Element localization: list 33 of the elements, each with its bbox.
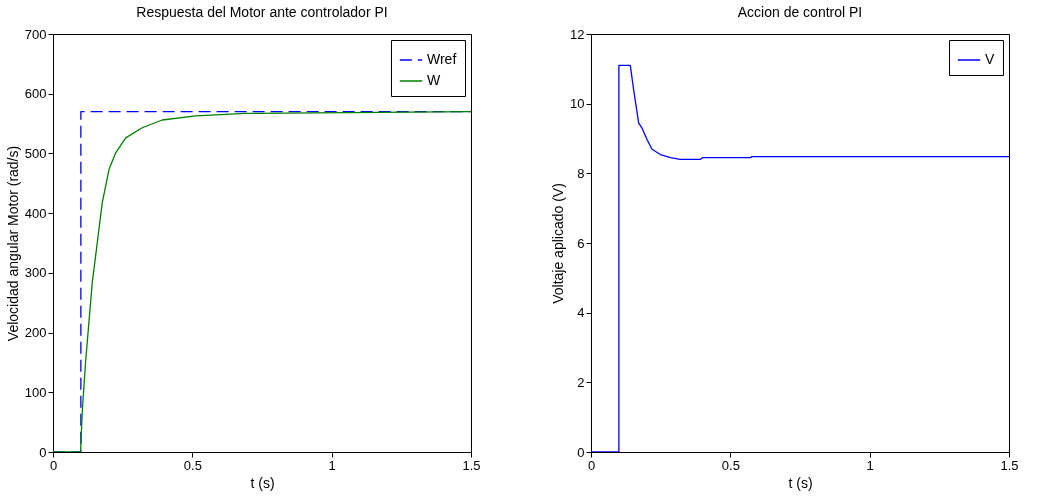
y-tick-label: 4 <box>577 305 585 321</box>
x-tick-label: 0 <box>49 457 58 473</box>
y-axis-title: Voltaje aplicado (V) <box>550 183 567 304</box>
y-tick-label: 500 <box>24 145 47 161</box>
chart-title: Accion de control PI <box>737 4 863 20</box>
y-tick-label: 600 <box>24 86 47 102</box>
chart-title: Respuesta del Motor ante controlador PI <box>136 4 388 20</box>
x-tick-label: 0 <box>587 457 596 473</box>
legend-label: W <box>427 72 441 88</box>
y-tick-label: 100 <box>24 384 47 400</box>
legend-label: V <box>985 51 995 67</box>
y-tick-label: 0 <box>577 444 585 460</box>
x-tick-label: 1 <box>328 457 336 473</box>
y-tick-label: 12 <box>570 26 585 42</box>
y-tick-label: 400 <box>24 205 47 221</box>
y-tick-label: 300 <box>24 265 47 281</box>
y-tick-label: 0 <box>39 444 47 460</box>
x-tick-label: 0.5 <box>721 457 740 473</box>
x-axis-title: t (s) <box>788 474 813 491</box>
y-tick-label: 700 <box>24 26 47 42</box>
legend-label: Wref <box>427 51 457 67</box>
y-tick-label: 200 <box>24 325 47 341</box>
y-tick-label: 10 <box>570 96 585 112</box>
x-tick-label: 1 <box>866 457 874 473</box>
y-tick-label: 8 <box>577 165 585 181</box>
x-tick-label: 1.5 <box>462 457 481 473</box>
y-tick-label: 6 <box>577 235 585 251</box>
x-tick-label: 1.5 <box>1000 457 1019 473</box>
y-axis-title: Velocidad angular Motor (rad/s) <box>4 145 21 342</box>
x-tick-label: 0.5 <box>183 457 202 473</box>
y-tick-label: 2 <box>577 374 585 390</box>
x-axis-title: t (s) <box>250 474 275 491</box>
line-series <box>591 64 1009 452</box>
